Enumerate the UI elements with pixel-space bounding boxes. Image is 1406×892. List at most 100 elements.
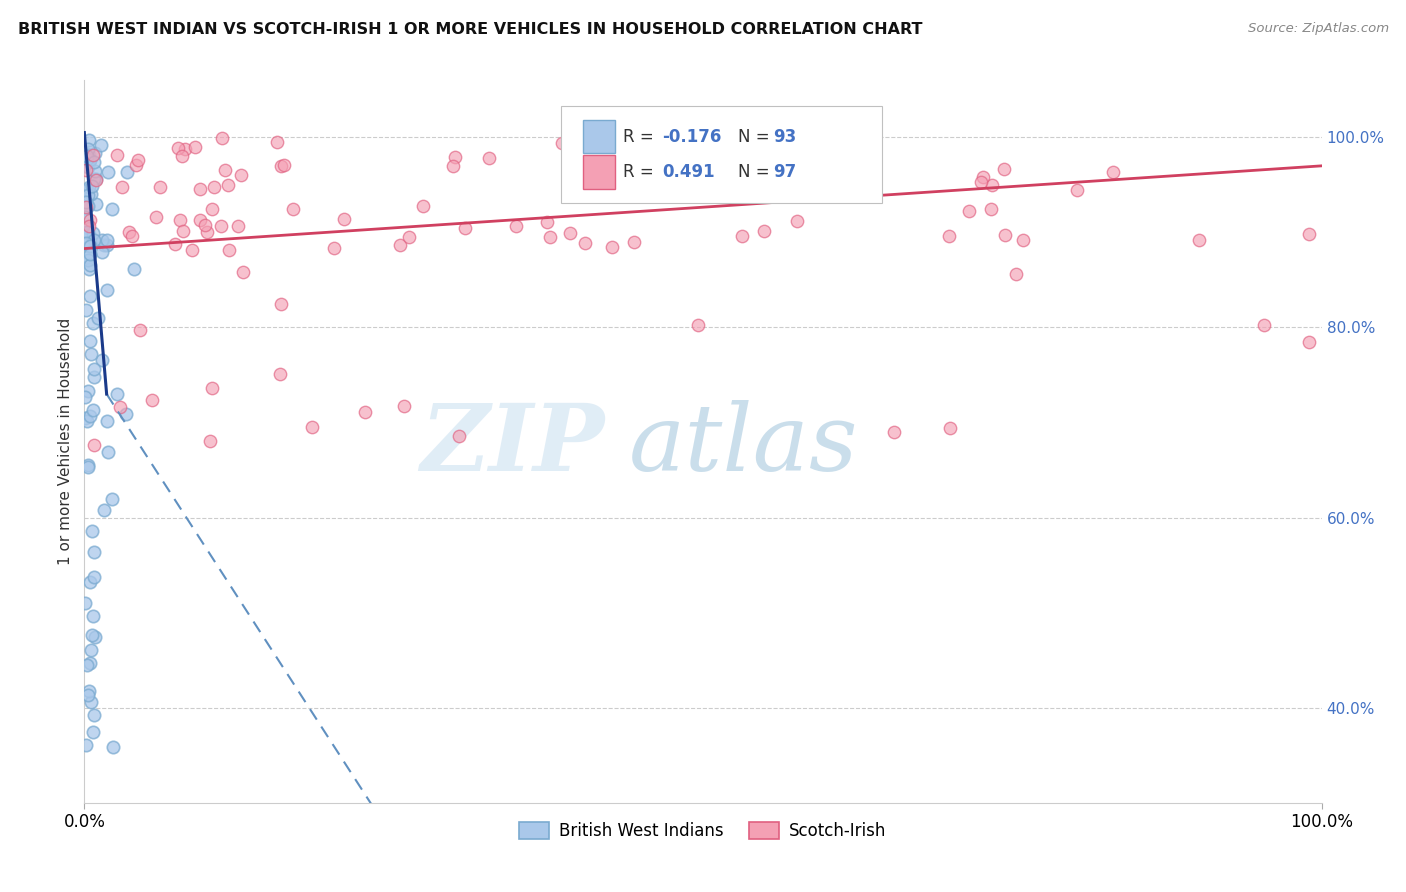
- Point: [93, 503, 115, 517]
- Point: [79, 239, 101, 253]
- Point: [939, 420, 962, 434]
- Point: [75, 195, 97, 210]
- Y-axis label: 1 or more Vehicles in Household: 1 or more Vehicles in Household: [58, 318, 73, 566]
- Point: [77, 261, 100, 276]
- Point: [163, 236, 186, 251]
- Point: [80, 186, 103, 201]
- Text: 97: 97: [773, 163, 797, 181]
- Point: [73, 411, 96, 425]
- Point: [73, 390, 96, 404]
- Point: [1011, 233, 1033, 247]
- Point: [957, 204, 980, 219]
- Point: [600, 239, 623, 253]
- Point: [201, 381, 224, 395]
- Point: [180, 243, 202, 257]
- Point: [749, 186, 772, 201]
- Point: [938, 228, 960, 243]
- Point: [90, 137, 112, 152]
- Point: [86, 172, 108, 186]
- FancyBboxPatch shape: [561, 105, 883, 203]
- Point: [82, 524, 104, 539]
- Point: [84, 196, 107, 211]
- Point: [77, 199, 100, 213]
- Point: [883, 425, 905, 440]
- Point: [79, 179, 101, 194]
- Point: [77, 684, 100, 698]
- Point: [77, 133, 100, 147]
- Point: [981, 178, 1004, 192]
- Point: [211, 131, 233, 145]
- Text: atlas: atlas: [628, 401, 858, 490]
- Point: [392, 399, 415, 413]
- Point: [97, 445, 120, 459]
- Point: [79, 334, 101, 349]
- Text: N =: N =: [738, 163, 775, 181]
- Point: [83, 708, 105, 723]
- Point: [83, 172, 105, 186]
- Point: [125, 158, 148, 172]
- Point: [149, 180, 172, 194]
- Point: [1101, 165, 1123, 179]
- Point: [731, 229, 754, 244]
- Point: [82, 148, 104, 162]
- Point: [167, 140, 190, 154]
- Point: [77, 688, 100, 702]
- Point: [273, 158, 295, 172]
- Point: [115, 407, 138, 421]
- Point: [75, 235, 97, 250]
- Point: [83, 545, 105, 559]
- Point: [76, 253, 98, 268]
- Point: [77, 160, 100, 174]
- Text: BRITISH WEST INDIAN VS SCOTCH-IRISH 1 OR MORE VEHICLES IN HOUSEHOLD CORRELATION : BRITISH WEST INDIAN VS SCOTCH-IRISH 1 OR…: [18, 22, 922, 37]
- Point: [353, 405, 375, 419]
- Text: R =: R =: [623, 163, 658, 181]
- Point: [560, 226, 582, 240]
- Point: [79, 289, 101, 303]
- Point: [77, 227, 100, 241]
- Point: [454, 221, 477, 235]
- Point: [76, 220, 98, 235]
- Point: [75, 303, 97, 318]
- Point: [83, 233, 105, 247]
- Point: [606, 150, 628, 164]
- Point: [127, 153, 149, 167]
- Point: [73, 201, 96, 215]
- Point: [76, 183, 98, 197]
- Point: [79, 656, 101, 670]
- Point: [232, 265, 254, 279]
- Point: [100, 491, 122, 506]
- Point: [444, 150, 467, 164]
- Point: [83, 369, 105, 384]
- Point: [75, 163, 97, 178]
- Point: [75, 738, 97, 752]
- Point: [569, 140, 592, 154]
- Point: [188, 212, 211, 227]
- Point: [202, 180, 225, 194]
- Point: [82, 609, 104, 624]
- Point: [859, 186, 882, 201]
- Point: [82, 403, 104, 417]
- Point: [108, 400, 131, 414]
- Point: [87, 311, 110, 326]
- FancyBboxPatch shape: [583, 120, 616, 153]
- Point: [79, 153, 101, 167]
- Point: [538, 230, 561, 244]
- Point: [77, 142, 100, 156]
- Point: [188, 182, 211, 196]
- Point: [80, 628, 103, 642]
- Point: [1298, 334, 1320, 349]
- Point: [84, 173, 107, 187]
- Point: [972, 170, 994, 185]
- Point: [91, 245, 114, 260]
- Point: [141, 393, 163, 408]
- Point: [145, 210, 167, 224]
- Point: [82, 178, 104, 193]
- Point: [105, 387, 128, 401]
- Point: [270, 159, 292, 173]
- Point: [169, 213, 191, 227]
- Point: [993, 162, 1015, 177]
- Point: [269, 367, 291, 381]
- Point: [77, 219, 100, 233]
- Text: 0.491: 0.491: [662, 163, 714, 181]
- Point: [83, 630, 105, 644]
